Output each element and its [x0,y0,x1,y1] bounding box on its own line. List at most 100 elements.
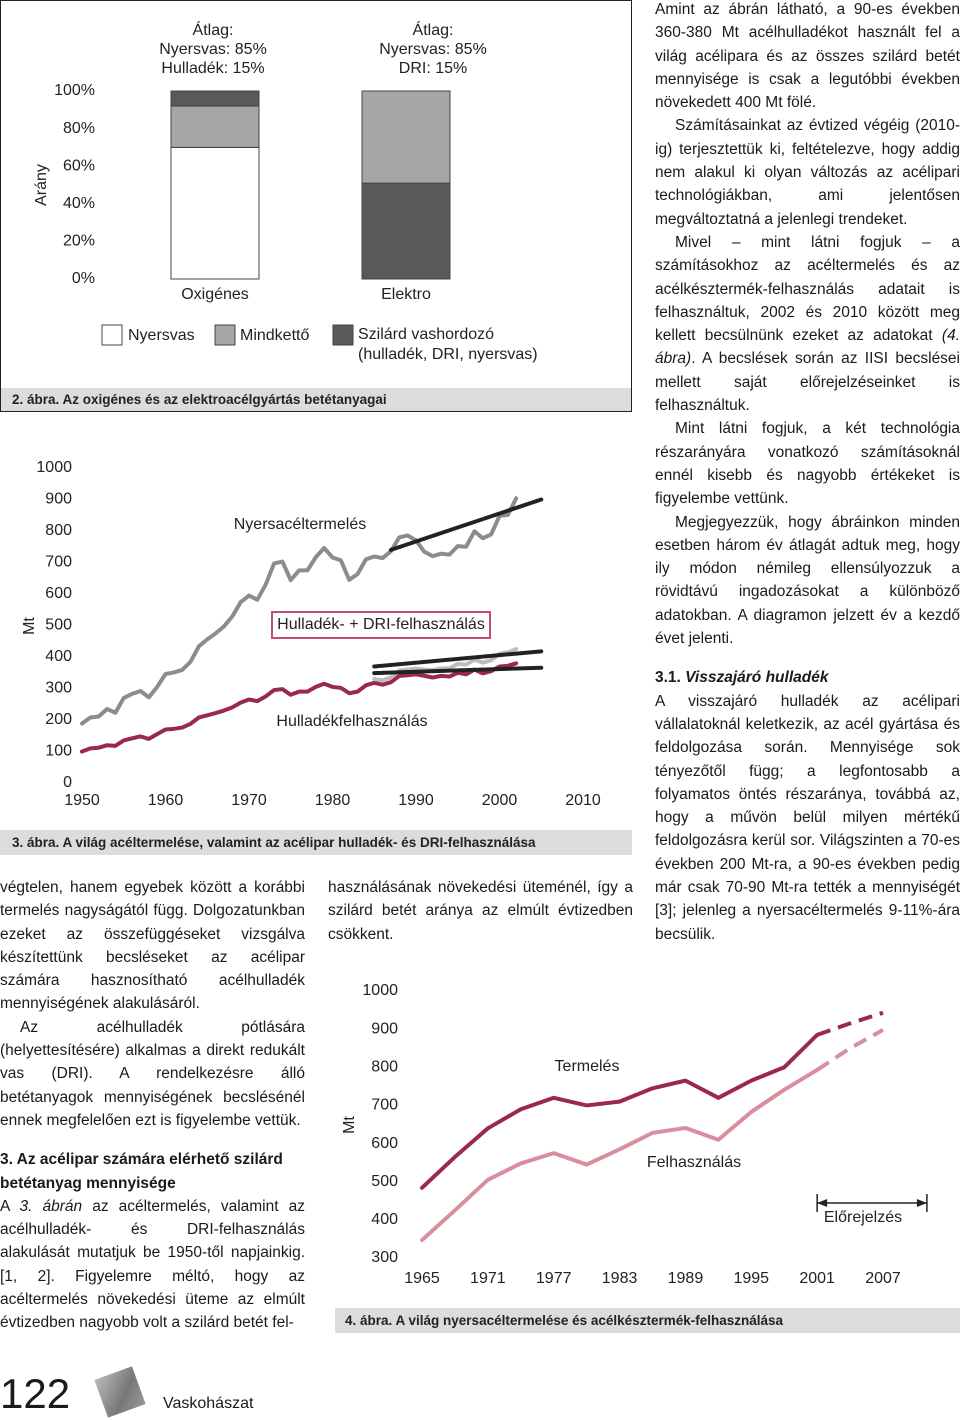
y-tick-label: 300 [371,1249,398,1266]
section-heading: 3. Az acélipar számára elérhető szilárd … [0,1151,283,1192]
annotation: Nyersvas: 85% [379,41,487,58]
x-tick-label: 1971 [470,1270,506,1287]
text: az acéltermelés, valamint az acélhulladé… [0,1197,305,1332]
y-axis-label: Mt [21,617,38,635]
paragraph: Az acélhulladék pótlására (helyettesítés… [0,1018,305,1129]
text: . A becslések során az IISI becslései me… [655,350,960,415]
y-tick-label: 900 [45,491,72,508]
annotation: Hulladék- + DRI-felhasználás [277,616,485,633]
forecast-line [816,1028,884,1072]
x-tick-label: 1977 [536,1270,572,1287]
text: A [0,1197,10,1215]
x-tick-label: 1990 [398,792,434,809]
bar-segment [170,105,260,148]
annotation-box [271,611,491,639]
y-tick-label: 0 [63,774,72,791]
x-tick-label: 1950 [64,792,100,809]
paragraph: használásának növekedési üteménél, így a… [328,879,633,943]
y-tick-label: 20% [63,233,95,250]
section-number: 3.1. [655,669,681,687]
y-tick-label: 1000 [36,459,72,476]
figure-caption: 4. ábra. A világ nyersacéltermelése és a… [345,1313,784,1328]
x-tick-label: 1970 [231,792,267,809]
caption-band [1,388,631,411]
x-tick-label: Oxigénes [181,286,249,303]
right-column: Amint az ábrán látható, a 90-es években … [655,0,960,946]
x-tick-label: 2007 [865,1270,901,1287]
figure-reference: (4. ábra) [655,327,960,368]
annotation: Nyersvas: 85% [159,41,267,58]
annotation: Átlag: [413,20,454,39]
y-tick-label: 600 [371,1135,398,1152]
data-line [420,1067,820,1243]
y-axis-label: Arány [33,164,50,206]
legend-label-box: Szilárd vashordozó (hulladék, DRI, nyers… [358,326,538,363]
legend-label: Szilárd vashordozó (hulladék, DRI, nyers… [358,326,538,363]
y-tick-label: 500 [371,1173,398,1190]
figure-reference: 3. ábrán [19,1197,83,1215]
y-tick-label: 700 [45,554,72,571]
paragraph: Amint az ábrán látható, a 90-es években … [655,1,960,112]
x-tick-label: 1965 [404,1270,440,1287]
data-line [80,661,519,754]
paragraph: Mivel – mint látni fogjuk – a számítások… [655,231,960,417]
y-tick-label: 0% [72,270,95,287]
trend-line [372,665,544,676]
data-line [420,1032,820,1190]
y-tick-label: 100 [45,743,72,760]
x-tick-label: 1960 [148,792,184,809]
bar-segment [361,90,451,184]
y-tick-label: 40% [63,195,95,212]
middle-column: használásának növekedési üteménél, így a… [328,876,633,946]
caption-band [335,1308,960,1333]
x-tick-label: 2001 [799,1270,835,1287]
y-tick-label: 400 [45,648,72,665]
y-axis-label: Mt [341,1116,358,1134]
x-tick-label: 1983 [602,1270,638,1287]
x-tick-label: 1989 [668,1270,704,1287]
legend-swatch [214,324,236,346]
left-column: végtelen, hanem egyebek között a korábbi… [0,876,305,1335]
text: Mivel – mint látni fogjuk – a számítások… [655,233,960,345]
annotation: DRI: 15% [399,60,467,77]
y-tick-label: 1000 [362,982,398,999]
x-tick-label: 2010 [565,792,601,809]
series-label: Termelés [555,1058,620,1075]
x-tick-label: 1980 [315,792,351,809]
bar-segment [170,146,260,280]
figure-caption: 2. ábra. Az oxigénes és az elektroacélgy… [12,392,387,407]
bar-segment [170,90,260,107]
y-tick-label: 100% [54,82,95,99]
data-line [80,496,519,726]
figure-caption: 3. ábra. A világ acéltermelése, valamint… [12,835,536,850]
annotation: Hulladékfelhasználás [276,713,427,730]
journal-name: Vaskohászat [163,1395,254,1412]
y-tick-label: 200 [45,711,72,728]
paragraph: Számításainkat az évtized végéig (2010-i… [655,117,960,228]
legend-label: Mindkettő [240,327,309,344]
x-tick-label: 2000 [482,792,518,809]
paragraph: végtelen, hanem egyebek között a korábbi… [0,879,305,1013]
trend-line [388,497,544,552]
legend-swatch [332,324,354,346]
y-tick-label: 900 [371,1020,398,1037]
figure-frame [0,0,632,412]
y-tick-label: 500 [45,617,72,634]
y-tick-label: 400 [371,1211,398,1228]
paragraph: A 3. ábrán az acéltermelés, valamint az … [0,1195,305,1335]
page-number: 122 [0,1370,71,1417]
section-title: Visszajáró hulladék [685,669,829,687]
section-heading: 3.1. Visszajáró hulladék [655,666,960,689]
forecast-line [816,1010,884,1037]
y-tick-label: 700 [371,1097,398,1114]
trend-line [372,649,544,669]
bar-segment [361,182,451,280]
annotation: Átlag: [193,20,234,39]
x-tick-label: 1995 [733,1270,769,1287]
y-tick-label: 800 [45,522,72,539]
x-tick-label: Elektro [381,286,431,303]
paragraph: Mint látni fogjuk, a két technológia rés… [655,420,960,508]
annotation: Hulladék: 15% [161,60,264,77]
